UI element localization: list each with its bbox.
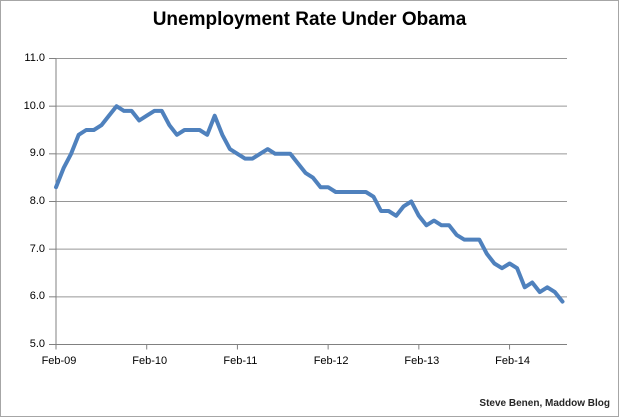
y-axis-tick-label: 6.0 bbox=[29, 290, 45, 303]
y-axis-tick-label: 11.0 bbox=[24, 52, 45, 64]
x-axis-tick-label: Feb-12 bbox=[313, 355, 349, 367]
attribution-text: Steve Benen, Maddow Blog bbox=[479, 398, 610, 409]
y-axis-tick-label: 5.0 bbox=[29, 338, 45, 350]
x-axis-tick-label: Feb-14 bbox=[495, 355, 530, 367]
y-axis-tick-label: 9.0 bbox=[29, 147, 45, 160]
unemployment-rate-line bbox=[54, 104, 565, 304]
y-axis-tick-label: 10.0 bbox=[23, 99, 45, 112]
y-axis-tick-label: 7.0 bbox=[29, 242, 45, 255]
chart-title: Unemployment Rate Under Obama bbox=[152, 9, 467, 30]
x-axis-tick-label: Feb-10 bbox=[132, 355, 168, 367]
y-axis-tick-label: 8.0 bbox=[29, 195, 45, 207]
x-axis-tick-label: Feb-13 bbox=[404, 355, 440, 367]
x-axis-tick-label: Feb-11 bbox=[223, 355, 258, 367]
x-axis-tick-label: Feb-09 bbox=[41, 355, 77, 367]
